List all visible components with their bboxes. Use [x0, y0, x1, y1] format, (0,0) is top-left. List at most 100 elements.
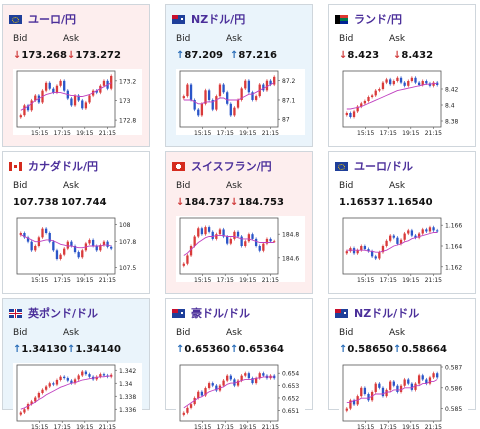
- x-tick-label: 17:15: [217, 277, 234, 282]
- y-tick-label: 173: [119, 98, 131, 105]
- candle: [403, 379, 406, 386]
- price-chart[interactable]: 108 107.8 107.5 15:15 17:15 19:15 21:15: [13, 216, 142, 282]
- down-arrow-icon: ↓: [13, 50, 22, 61]
- currency-pair-title[interactable]: ランド/円: [354, 13, 403, 26]
- card-header: NZドル/円: [172, 11, 245, 27]
- price-chart-svg: 1.342 1.34 1.338 1.336 15:15 17:15 19:15 21:15: [16, 364, 136, 429]
- moving-average-line: [20, 82, 112, 111]
- candle: [425, 379, 428, 384]
- down-arrow-icon: ↓: [393, 50, 402, 61]
- candle: [41, 389, 44, 393]
- x-tick-label: 17:15: [380, 130, 397, 135]
- ask-label: Ask: [389, 181, 406, 191]
- candle: [229, 103, 232, 116]
- candle: [95, 246, 98, 251]
- y-tick-label: 87: [282, 117, 290, 124]
- eu-flag-icon: [335, 161, 348, 171]
- rate-card[interactable]: 英ポンド/ドル Bid Ask ↑1.34130 ↑1.34140 1.342 1.34 1.…: [2, 298, 150, 429]
- candle: [41, 228, 44, 238]
- candle: [407, 81, 410, 86]
- rate-card[interactable]: カナダドル/円 Bid Ask 107.738 107.744 108 107.8 107.5…: [2, 151, 150, 294]
- currency-pair-title[interactable]: 英ポンド/ドル: [28, 307, 99, 320]
- candle: [44, 386, 48, 390]
- price-chart[interactable]: 173.2 173 172.8 15:15 17:15 19:15 21:15: [13, 69, 142, 135]
- candle: [59, 254, 62, 259]
- currency-pair-title[interactable]: NZドル/ドル: [354, 307, 420, 320]
- up-arrow-icon: ↑: [230, 344, 239, 355]
- candle: [389, 381, 392, 390]
- y-tick-label: 1.34: [119, 381, 133, 388]
- bid-value: ↑0.58650: [339, 344, 393, 355]
- candle: [88, 374, 91, 377]
- plot-frame: [342, 217, 442, 275]
- y-tick-label: 108: [119, 222, 131, 229]
- currency-pair-title[interactable]: カナダドル/円: [28, 160, 99, 173]
- ask-value: ↑1.34140: [67, 344, 121, 355]
- candle: [226, 236, 229, 244]
- currency-pair-title[interactable]: 豪ドル/ドル: [191, 307, 251, 320]
- x-tick-label: 19:15: [402, 130, 419, 135]
- rate-card[interactable]: ユーロ/ドル Bid Ask 1.16537 1.16540 1.166 1.164 1.16…: [328, 151, 476, 294]
- x-tick-label: 15:15: [194, 277, 211, 282]
- moving-average-line: [183, 234, 275, 256]
- candle: [262, 84, 265, 91]
- currency-pair-title[interactable]: NZドル/円: [191, 13, 246, 26]
- candle: [218, 84, 222, 97]
- candle: [77, 252, 80, 258]
- candle: [352, 248, 356, 254]
- bid-value: ↓184.737: [176, 197, 230, 208]
- nz-flag-icon: [172, 14, 185, 24]
- ask-value: ↑87.216: [230, 50, 277, 61]
- bid-label: Bid: [13, 181, 28, 191]
- candle: [360, 103, 363, 107]
- candle: [410, 77, 414, 81]
- rate-card[interactable]: 豪ドル/ドル Bid Ask ↑0.65360 ↑0.65364 0.654 0.653 0.…: [165, 298, 313, 429]
- rate-card[interactable]: NZドル/ドル Bid Ask ↑0.58650 ↑0.58664 0.587 0.586 0…: [328, 298, 476, 429]
- currency-pair-title[interactable]: ユーロ/円: [28, 13, 77, 26]
- candle: [226, 375, 229, 381]
- rate-card[interactable]: スイスフラン/円 Bid Ask ↓184.737 ↓184.753 184.8 184.6…: [165, 151, 313, 294]
- rate-card[interactable]: ユーロ/円 Bid Ask ↓173.268 ↓173.272 173.2 173 172.8…: [2, 4, 150, 147]
- currency-pair-title[interactable]: ユーロ/ドル: [354, 160, 414, 173]
- candle: [59, 80, 62, 86]
- candle: [428, 377, 432, 384]
- candle: [207, 383, 211, 389]
- candle: [345, 251, 348, 254]
- price-chart[interactable]: 1.166 1.164 1.162 15:15 17:15 19:15 21:15: [339, 216, 468, 282]
- price-chart[interactable]: 1.342 1.34 1.338 1.336 15:15 17:15 19:15 21:15: [13, 363, 142, 429]
- candle: [204, 227, 207, 235]
- rate-card[interactable]: ランド/円 Bid Ask ↓8.423 ↓8.432 8.42 8.4 8.38 15:15 1…: [328, 4, 476, 147]
- candle: [91, 90, 95, 96]
- candle: [193, 397, 196, 405]
- candle: [110, 75, 113, 89]
- x-tick-label: 15:15: [31, 130, 48, 135]
- currency-pair-title[interactable]: スイスフラン/円: [191, 160, 272, 173]
- bid-label: Bid: [13, 34, 28, 44]
- candle: [258, 246, 261, 251]
- price-chart[interactable]: 0.654 0.653 0.652 0.651 15:15 17:15 19:15 21:15: [176, 363, 305, 429]
- candle: [99, 374, 102, 377]
- candle: [19, 412, 22, 415]
- price-chart[interactable]: 87.2 87.1 87 15:15 17:15 19:15 21:15: [176, 69, 305, 135]
- x-tick-label: 21:15: [99, 424, 116, 429]
- down-arrow-icon: ↓: [230, 197, 239, 208]
- candle: [251, 378, 254, 384]
- price-chart[interactable]: 0.587 0.586 0.585 15:15 17:15 19:15 21:15: [339, 363, 468, 429]
- candle: [392, 81, 395, 85]
- price-chart[interactable]: 184.8 184.6 15:15 17:15 19:15 21:15: [176, 216, 305, 282]
- rate-card[interactable]: NZドル/円 Bid Ask ↑87.209 ↑87.216 87.2 87.1 87 15:1…: [165, 4, 313, 147]
- x-tick-label: 15:15: [357, 277, 374, 282]
- candle: [81, 371, 84, 376]
- candle: [193, 99, 196, 110]
- candle: [421, 375, 424, 380]
- x-tick-label: 17:15: [217, 130, 234, 135]
- candle: [251, 234, 254, 239]
- price-chart[interactable]: 8.42 8.4 8.38 15:15 17:15 19:15 21:15: [339, 69, 468, 135]
- x-tick-label: 15:15: [357, 424, 374, 429]
- x-tick-label: 21:15: [425, 424, 442, 429]
- candle: [370, 251, 374, 257]
- x-tick-label: 17:15: [54, 277, 71, 282]
- candle: [37, 393, 41, 398]
- candle: [265, 80, 269, 91]
- x-tick-label: 19:15: [402, 277, 419, 282]
